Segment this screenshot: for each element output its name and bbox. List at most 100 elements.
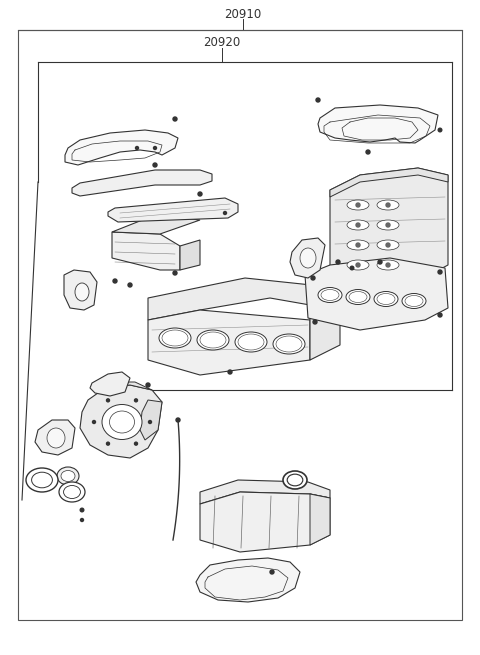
Ellipse shape <box>61 470 75 481</box>
Polygon shape <box>72 170 212 196</box>
Text: 20910: 20910 <box>224 7 262 20</box>
Circle shape <box>148 421 152 424</box>
Circle shape <box>135 147 139 149</box>
Polygon shape <box>305 258 448 330</box>
Ellipse shape <box>300 248 316 268</box>
Ellipse shape <box>347 240 369 250</box>
Ellipse shape <box>321 290 339 301</box>
Circle shape <box>311 276 315 280</box>
Circle shape <box>176 418 180 422</box>
Ellipse shape <box>59 482 85 502</box>
Ellipse shape <box>377 260 399 270</box>
Ellipse shape <box>238 334 264 350</box>
Ellipse shape <box>57 467 79 485</box>
Ellipse shape <box>47 428 65 448</box>
Ellipse shape <box>200 332 226 348</box>
Polygon shape <box>148 278 340 320</box>
Ellipse shape <box>374 291 398 307</box>
Polygon shape <box>90 372 130 396</box>
Circle shape <box>128 283 132 287</box>
Circle shape <box>270 570 274 574</box>
Circle shape <box>107 442 109 445</box>
Circle shape <box>356 263 360 267</box>
Polygon shape <box>35 420 75 455</box>
Polygon shape <box>310 494 330 545</box>
Polygon shape <box>65 130 178 165</box>
Ellipse shape <box>75 283 89 301</box>
Polygon shape <box>200 492 330 552</box>
Ellipse shape <box>63 485 81 498</box>
Polygon shape <box>80 385 162 458</box>
Circle shape <box>80 508 84 512</box>
Circle shape <box>438 313 442 317</box>
Polygon shape <box>112 232 180 270</box>
Circle shape <box>134 399 137 402</box>
Circle shape <box>313 320 317 324</box>
Ellipse shape <box>235 332 267 352</box>
Ellipse shape <box>197 330 229 350</box>
Circle shape <box>438 128 442 132</box>
Circle shape <box>113 279 117 283</box>
Polygon shape <box>112 215 200 234</box>
Ellipse shape <box>377 220 399 230</box>
Polygon shape <box>180 240 200 270</box>
Circle shape <box>316 98 320 102</box>
Ellipse shape <box>26 468 58 492</box>
Ellipse shape <box>377 293 395 305</box>
Ellipse shape <box>347 260 369 270</box>
Circle shape <box>173 271 177 275</box>
Ellipse shape <box>283 471 307 489</box>
Polygon shape <box>196 558 300 602</box>
Ellipse shape <box>287 474 303 486</box>
Polygon shape <box>108 198 238 222</box>
Ellipse shape <box>349 291 367 303</box>
Ellipse shape <box>276 336 302 352</box>
Ellipse shape <box>273 334 305 354</box>
Ellipse shape <box>32 472 52 488</box>
Circle shape <box>356 243 360 247</box>
Circle shape <box>146 383 150 387</box>
Polygon shape <box>318 105 438 143</box>
Ellipse shape <box>405 295 423 307</box>
Ellipse shape <box>402 293 426 309</box>
Polygon shape <box>140 400 162 440</box>
Circle shape <box>438 270 442 274</box>
Circle shape <box>173 117 177 121</box>
Text: 20920: 20920 <box>204 37 240 50</box>
Polygon shape <box>64 270 97 310</box>
Polygon shape <box>148 310 310 375</box>
Circle shape <box>81 519 84 521</box>
Circle shape <box>134 442 137 445</box>
Polygon shape <box>330 168 448 292</box>
Circle shape <box>386 263 390 267</box>
Polygon shape <box>290 238 325 278</box>
Ellipse shape <box>377 240 399 250</box>
Circle shape <box>224 212 227 214</box>
Ellipse shape <box>347 200 369 210</box>
Polygon shape <box>105 382 152 390</box>
Ellipse shape <box>109 411 134 433</box>
Circle shape <box>386 243 390 247</box>
Ellipse shape <box>347 220 369 230</box>
Ellipse shape <box>162 330 188 346</box>
Circle shape <box>356 203 360 207</box>
Circle shape <box>378 260 382 264</box>
Circle shape <box>386 203 390 207</box>
Ellipse shape <box>318 288 342 303</box>
Polygon shape <box>310 290 340 360</box>
Ellipse shape <box>346 290 370 305</box>
Polygon shape <box>200 480 330 504</box>
Polygon shape <box>330 168 448 197</box>
Ellipse shape <box>159 328 191 348</box>
Circle shape <box>366 150 370 154</box>
Circle shape <box>153 163 157 167</box>
Circle shape <box>198 192 202 196</box>
Circle shape <box>336 260 340 264</box>
Ellipse shape <box>377 200 399 210</box>
Circle shape <box>228 370 232 374</box>
Circle shape <box>350 266 354 270</box>
Circle shape <box>386 223 390 227</box>
Circle shape <box>107 399 109 402</box>
Circle shape <box>154 147 156 149</box>
Circle shape <box>93 421 96 424</box>
